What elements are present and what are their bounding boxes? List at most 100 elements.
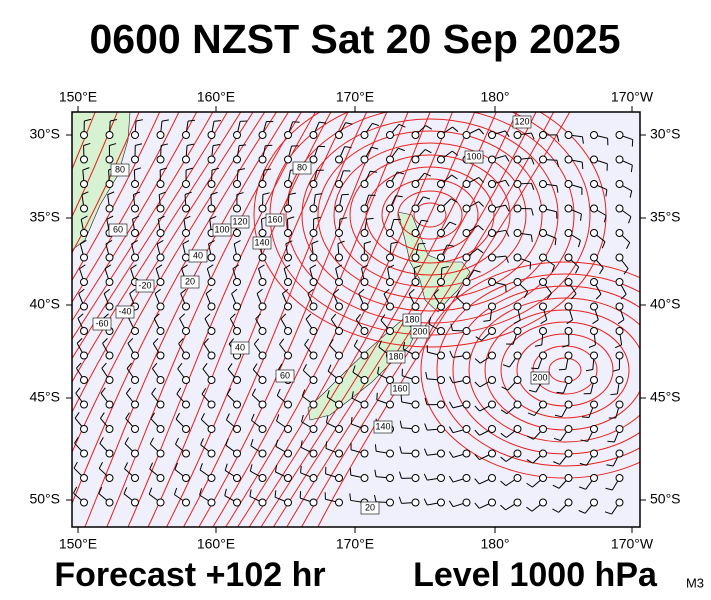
barb-feather <box>73 486 78 494</box>
contour-label-box <box>275 369 295 383</box>
barb-feather <box>483 319 491 322</box>
isobar <box>84 112 290 527</box>
station <box>284 425 292 433</box>
station <box>411 498 420 507</box>
station <box>386 302 394 311</box>
barb-feather <box>307 288 314 295</box>
barb-feather <box>309 264 317 269</box>
isobar <box>106 112 302 527</box>
station <box>284 131 292 139</box>
barb-feather <box>160 167 168 171</box>
station <box>411 474 420 482</box>
barb-feather <box>424 423 428 431</box>
station <box>233 425 241 433</box>
barb-feather <box>500 480 507 487</box>
station <box>488 131 496 139</box>
station <box>462 351 471 360</box>
station <box>564 229 573 237</box>
barb-feather <box>103 288 111 294</box>
station <box>539 180 547 188</box>
station <box>590 474 598 482</box>
station <box>156 229 165 237</box>
barb-feather <box>129 288 136 294</box>
station <box>182 400 190 409</box>
station <box>80 131 88 139</box>
contour-label-box <box>180 275 200 289</box>
station <box>386 327 394 335</box>
contour-label: 120 <box>514 116 529 126</box>
barb-feather <box>531 208 534 216</box>
barb-feather <box>102 338 108 344</box>
barb-feather <box>250 438 254 446</box>
barb-feather <box>319 121 327 124</box>
barb-feather <box>275 439 279 447</box>
barb-feather <box>353 339 358 347</box>
barb-feather <box>150 412 155 420</box>
isobar <box>72 112 118 218</box>
barb-feather <box>370 170 378 173</box>
barb-feather <box>283 264 291 269</box>
barb-feather <box>580 213 582 221</box>
barb-feather <box>337 240 345 245</box>
barb-feather <box>239 144 247 147</box>
station <box>539 474 547 482</box>
barb-feather <box>554 238 557 246</box>
contour-label: 100 <box>466 151 481 161</box>
station <box>105 498 114 507</box>
barb-feather <box>554 414 562 418</box>
station <box>258 498 267 507</box>
barb-feather <box>534 344 542 347</box>
barb-feather <box>74 412 80 419</box>
model-label: M3 <box>686 575 704 590</box>
contour-label-box <box>360 501 380 515</box>
contour-label: 80 <box>297 162 307 172</box>
barb-feather <box>477 225 484 231</box>
barb-feather <box>425 125 433 130</box>
isobar <box>500 321 630 419</box>
station <box>182 327 190 335</box>
station <box>539 302 547 311</box>
station <box>462 180 471 188</box>
barb-feather <box>500 409 508 415</box>
barb-feather <box>251 388 256 396</box>
station <box>233 278 241 286</box>
barb-feather <box>371 146 379 150</box>
lat-label-left: 50°S <box>29 491 60 507</box>
barb-feather <box>154 288 161 294</box>
barb-feather <box>325 415 329 423</box>
contour-label: 80 <box>115 164 125 174</box>
barb-feather <box>413 265 421 269</box>
station <box>539 351 547 360</box>
station <box>156 180 165 188</box>
station <box>360 400 369 409</box>
barb-feather <box>398 147 405 152</box>
barb-feather <box>184 191 192 196</box>
barb-feather <box>345 122 353 125</box>
contour-label: 180 <box>388 351 403 361</box>
station <box>360 131 369 139</box>
barb-feather <box>106 215 114 220</box>
station <box>309 155 318 164</box>
barb-feather <box>553 437 561 442</box>
station <box>105 351 114 360</box>
barb-feather <box>500 504 506 511</box>
isobar <box>413 202 447 228</box>
isobar <box>381 178 479 252</box>
station <box>539 327 547 335</box>
barb-feather <box>581 416 589 419</box>
barb-feather <box>577 240 581 248</box>
station <box>207 400 216 409</box>
barb-feather <box>130 264 137 270</box>
station <box>335 400 343 409</box>
barb-feather <box>174 462 178 470</box>
isobar <box>72 112 180 303</box>
station <box>105 425 114 433</box>
barb-feather <box>474 453 480 460</box>
station <box>309 278 318 286</box>
barb-feather <box>571 293 577 300</box>
station <box>360 229 369 237</box>
station <box>386 204 394 213</box>
barb-feather <box>588 344 596 348</box>
station <box>156 278 165 286</box>
station <box>335 155 343 164</box>
